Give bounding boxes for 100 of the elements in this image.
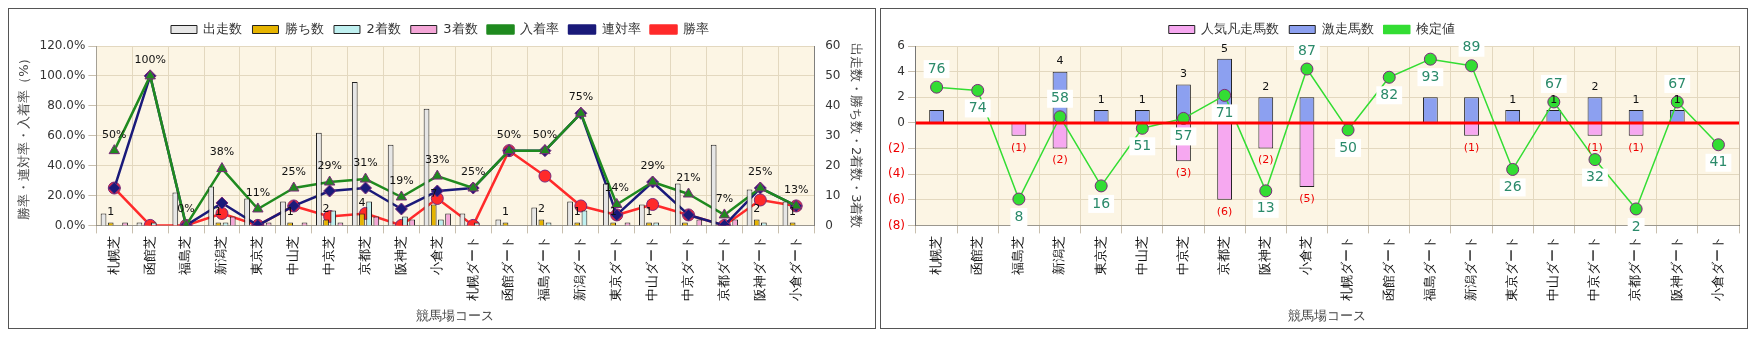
x-tick-label: 札幌ダート: [1339, 236, 1355, 302]
x-tick-label: 東京芝: [249, 236, 265, 276]
data-label: 76: [927, 59, 946, 76]
data-label: 1: [286, 205, 294, 219]
data-label: 51: [1133, 136, 1152, 153]
data-label: 67: [1544, 74, 1563, 91]
x-tick-label: 新潟芝: [1051, 236, 1067, 276]
x-tick-label: 福島ダート: [1421, 236, 1437, 302]
y2-tick-label: 40: [825, 97, 841, 112]
data-label: 57: [1174, 127, 1193, 144]
data-label: 32: [1586, 168, 1604, 185]
data-label: 1: [1097, 92, 1105, 106]
data-label: (1): [1011, 140, 1027, 154]
data-label: 1: [645, 205, 653, 219]
data-label: 19%: [389, 173, 414, 187]
data-label: 41: [1709, 153, 1728, 170]
x-tick-label: 新潟ダート: [572, 236, 588, 302]
legend-label: 出走数: [203, 20, 243, 36]
x-tick-label: 中山芝: [1133, 236, 1149, 276]
y2-tick-label: 50: [825, 68, 841, 83]
data-label: 1: [789, 205, 797, 219]
data-label: 100%: [134, 52, 166, 66]
data-label: 82: [1380, 85, 1399, 102]
data-label: 50%: [532, 127, 558, 141]
x-tick-label: 小倉芝: [1298, 236, 1314, 276]
data-label: 4: [1056, 54, 1064, 68]
data-label: (6): [1216, 204, 1233, 218]
data-label: (1): [1463, 140, 1480, 154]
data-label: 2: [1591, 80, 1599, 94]
x-tick-label: 中京芝: [1174, 236, 1190, 276]
data-label: (2): [1052, 153, 1068, 167]
data-label: 1: [501, 205, 509, 219]
y-tick-label: (6): [888, 191, 905, 206]
x-tick-label: 福島ダート: [536, 236, 552, 302]
data-label: 87: [1298, 41, 1316, 58]
data-label: 11%: [245, 185, 271, 199]
x-tick-label: 新潟芝: [213, 236, 229, 276]
x-tick-label: 京都ダート: [1627, 236, 1643, 302]
legend-label: 2着数: [366, 20, 401, 36]
data-label: 1: [214, 205, 222, 219]
x-tick-label: 阪神芝: [1257, 236, 1273, 276]
y-tick-label: 120.0%: [39, 38, 86, 53]
y-tick-label: 2: [897, 89, 905, 104]
x-tick-label: 京都ダート: [715, 236, 731, 302]
x-tick-label: 函館芝: [141, 236, 157, 276]
data-label: 67: [1668, 74, 1687, 91]
x-tick-label: 札幌芝: [927, 236, 943, 276]
data-label: 1: [1550, 92, 1558, 106]
data-label: (3): [1175, 166, 1192, 180]
y-tick-label: (8): [888, 217, 905, 232]
x-tick-label: 福島芝: [177, 236, 193, 276]
data-label: 58: [1051, 89, 1069, 106]
y2-tick-label: 60: [825, 38, 841, 53]
data-label: 1: [107, 205, 115, 219]
data-label: 31%: [353, 155, 378, 169]
data-label: 16: [1092, 194, 1111, 211]
y-tick-label: (2): [888, 140, 905, 155]
x-tick-label: 東京ダート: [1504, 236, 1520, 302]
data-label: 1: [609, 205, 617, 219]
x-tick-label: 新潟ダート: [1462, 236, 1478, 302]
data-label: 2: [1631, 217, 1641, 234]
x-tick-label: 阪神ダート: [751, 236, 767, 302]
y2-tick-label: 30: [825, 127, 841, 142]
data-label: (1): [1628, 140, 1644, 154]
data-label: 25%: [281, 164, 306, 178]
data-label: 1: [1673, 92, 1681, 106]
y-tick-label: 0.0%: [54, 217, 86, 232]
data-label: 13: [1256, 199, 1275, 216]
x-tick-label: 札幌ダート: [464, 236, 480, 302]
y2-tick-label: 10: [825, 187, 841, 202]
data-label: 2: [753, 202, 761, 216]
data-label: 29%: [317, 158, 342, 172]
data-label: 1: [1509, 92, 1517, 106]
data-label: (1): [1587, 140, 1603, 154]
data-label: 5: [1221, 41, 1229, 55]
data-label: 29%: [640, 158, 665, 172]
legend-label: 激走馬数: [1321, 20, 1374, 36]
legend-label: 勝率: [683, 20, 710, 36]
y-tick-label: 6: [897, 38, 905, 53]
data-label: 3: [1179, 67, 1187, 81]
data-label: 13%: [783, 182, 809, 196]
x-axis-title: 競馬場コース: [416, 307, 495, 323]
data-label: (2): [1257, 153, 1274, 167]
data-label: 50: [1339, 138, 1357, 155]
y2-tick-label: 0: [825, 217, 833, 232]
x-tick-label: 福島芝: [1010, 236, 1026, 276]
data-label: 1: [1632, 92, 1640, 106]
data-label: 71: [1215, 104, 1234, 121]
x-tick-label: 中山ダート: [1545, 236, 1561, 302]
data-label: 7%: [715, 191, 734, 205]
x-tick-label: 東京芝: [1092, 236, 1108, 276]
data-label: 33%: [425, 152, 450, 166]
data-label: 25%: [748, 164, 773, 178]
data-label: 26: [1503, 178, 1522, 195]
x-tick-label: 函館ダート: [500, 236, 516, 302]
data-label: 50%: [496, 127, 522, 141]
data-label: 21%: [676, 170, 701, 184]
x-tick-label: 京都芝: [1216, 236, 1231, 276]
y2-tick-label: 20: [825, 157, 841, 172]
x-tick-label: 東京ダート: [608, 236, 624, 302]
